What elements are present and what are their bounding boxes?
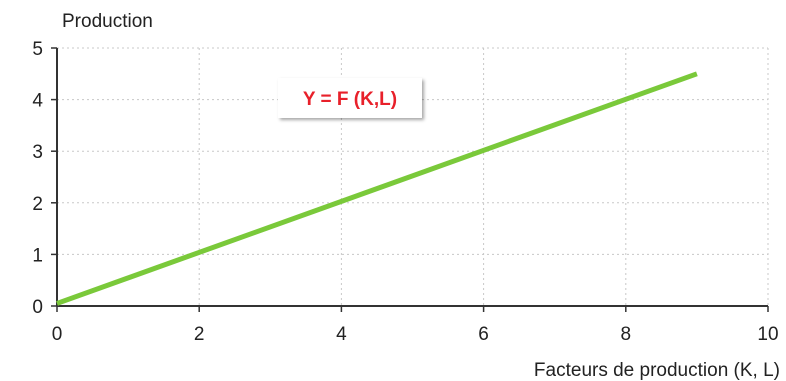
y-tick-label: 2 (32, 194, 43, 215)
equation-label: Y = F (K,L) (303, 89, 397, 110)
equation-annotation: Y = F (K,L) (278, 78, 422, 118)
axes (56, 48, 768, 307)
series-line (56, 71, 698, 306)
x-tick-label: 0 (52, 324, 63, 345)
x-axis-title: Facteurs de production (K, L) (534, 360, 780, 381)
y-tick-label: 4 (32, 91, 43, 112)
ticks: 0 1 2 3 4 5 0 2 4 6 8 10 (32, 39, 778, 345)
series-group (56, 71, 698, 306)
x-tick-label: 6 (478, 324, 489, 345)
y-tick-label: 0 (32, 297, 43, 318)
x-tick-label: 8 (621, 324, 632, 345)
y-axis-title: Production (62, 11, 153, 32)
equation-box (278, 78, 422, 118)
y-tick-label: 3 (32, 142, 43, 163)
x-tick-label: 4 (336, 324, 347, 345)
y-tick-label: 5 (32, 39, 43, 60)
y-tick-label: 1 (32, 245, 43, 266)
x-tick-label: 10 (757, 324, 778, 345)
x-tick-label: 2 (194, 324, 205, 345)
